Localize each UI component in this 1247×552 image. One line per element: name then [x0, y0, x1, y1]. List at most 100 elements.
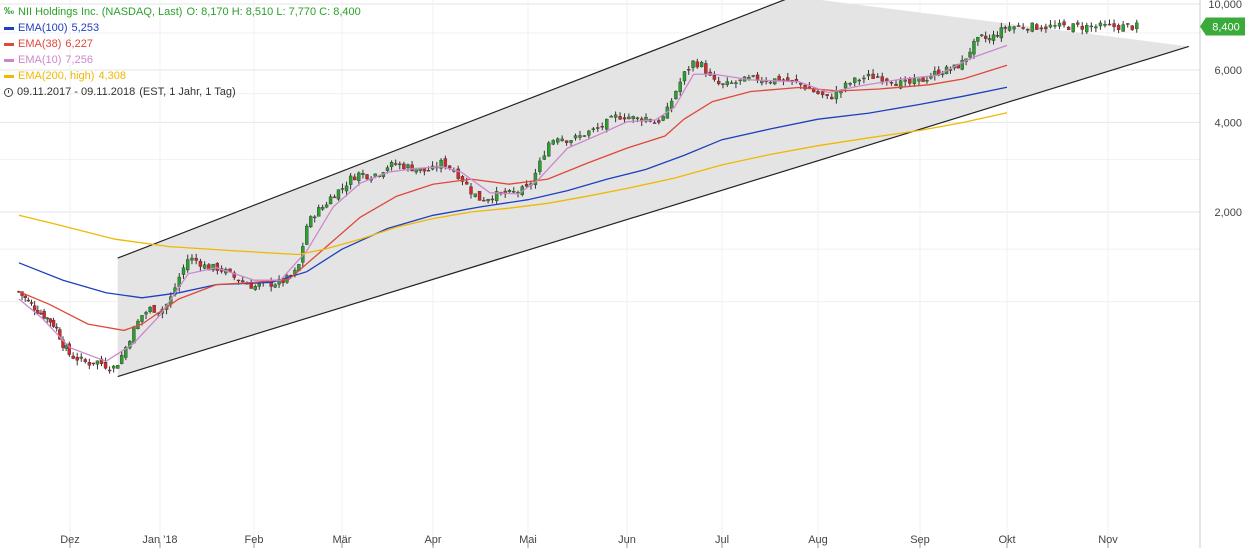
candle-140 — [582, 135, 587, 137]
ema100-value: 5,253 — [71, 22, 100, 34]
candle-body-173 — [725, 81, 729, 85]
candle-129 — [533, 168, 538, 189]
candle-body-187 — [786, 77, 790, 82]
candle-252 — [1066, 26, 1071, 31]
candle-body-240 — [1012, 26, 1016, 30]
ema10-value: 7,256 — [65, 54, 93, 66]
candle-body-127 — [524, 183, 529, 187]
candle-body-215 — [912, 78, 917, 84]
candle-18 — [75, 352, 79, 366]
candle-21 — [87, 358, 92, 370]
ema38-value: 6,227 — [65, 38, 93, 50]
candle-body-185 — [777, 76, 781, 81]
candle-body-229 — [968, 51, 972, 58]
candle-body-84 — [344, 185, 349, 192]
candle-101 — [414, 169, 418, 175]
candle-86 — [353, 173, 357, 181]
candle-body-86 — [353, 176, 357, 181]
candle-154 — [644, 113, 648, 124]
candle-body-9 — [45, 317, 49, 320]
candle-body-242 — [1021, 27, 1025, 29]
candle-body-261 — [1107, 23, 1112, 26]
candle-body-165 — [691, 60, 695, 68]
candle-195 — [820, 91, 825, 99]
candle-255 — [1080, 22, 1084, 35]
candle-89 — [365, 173, 369, 181]
candle-body-260 — [1103, 24, 1107, 26]
candle-body-131 — [542, 155, 547, 160]
candle-body-146 — [609, 116, 613, 118]
x-tick-label-9: Sep — [910, 534, 930, 546]
candle-179 — [751, 74, 755, 78]
candle-body-87 — [357, 172, 361, 181]
candle-body-52 — [215, 263, 220, 271]
candle-body-166 — [695, 61, 699, 68]
candle-109 — [447, 165, 452, 171]
candle-body-117 — [482, 199, 486, 202]
candle-173 — [725, 77, 729, 87]
candle-body-191 — [803, 85, 807, 90]
candle-body-150 — [627, 116, 631, 120]
candle-body-30 — [124, 347, 128, 358]
candle-16 — [67, 341, 72, 357]
candle-body-232 — [980, 34, 984, 37]
candle-251 — [1062, 19, 1066, 28]
candle-body-194 — [816, 90, 820, 94]
candle-body-222 — [940, 73, 945, 75]
candle-165 — [691, 59, 695, 72]
candle-82 — [336, 189, 341, 201]
candle-body-170 — [712, 75, 717, 80]
candle-body-208 — [880, 76, 884, 82]
candle-body-51 — [211, 263, 215, 271]
candle-body-100 — [410, 164, 414, 172]
candle-body-12 — [55, 326, 59, 329]
candle-body-237 — [999, 27, 1004, 39]
last-price-tag: 8,400 — [1200, 17, 1245, 36]
candle-77 — [316, 204, 321, 217]
candle-body-255 — [1080, 25, 1084, 30]
candle-149 — [622, 113, 627, 124]
candle-247 — [1044, 23, 1048, 33]
candle-body-108 — [443, 158, 448, 167]
candle-body-248 — [1048, 24, 1053, 28]
candle-138 — [573, 133, 578, 141]
candle-body-76 — [313, 216, 317, 219]
candle-19 — [79, 353, 83, 362]
candle-139 — [578, 130, 582, 141]
candle-body-140 — [582, 135, 587, 137]
x-tick-label-6: Jun — [618, 534, 636, 546]
candle-body-48 — [198, 260, 203, 267]
candle-body-249 — [1053, 25, 1057, 27]
candle-body-158 — [661, 115, 665, 121]
candle-body-45 — [186, 259, 190, 271]
candle-95 — [389, 160, 394, 171]
candle-96 — [393, 159, 398, 166]
candle-body-124 — [512, 191, 516, 193]
candle-body-85 — [348, 175, 353, 185]
candle-body-233 — [983, 35, 988, 39]
candle-163 — [682, 70, 687, 85]
candle-body-32 — [132, 326, 136, 344]
candle-body-78 — [320, 207, 325, 210]
candle-body-55 — [228, 268, 232, 272]
candle-245 — [1035, 22, 1039, 30]
candle-body-88 — [361, 173, 365, 175]
candle-262 — [1112, 19, 1116, 32]
last-price-label: 8,400 — [1212, 22, 1240, 34]
candle-body-104 — [426, 169, 431, 172]
candle-body-7 — [39, 312, 43, 315]
candle-body-66 — [273, 284, 277, 288]
candle-body-183 — [768, 81, 773, 84]
ema10-label: EMA(10) — [18, 54, 62, 66]
ema200-value: 4,308 — [98, 70, 126, 82]
candle-body-34 — [140, 315, 144, 322]
candle-76 — [313, 215, 317, 223]
candle-79 — [324, 201, 329, 209]
candle-body-120 — [494, 191, 499, 201]
clock-icon — [4, 87, 13, 97]
candle-201 — [848, 82, 852, 87]
candle-body-61 — [253, 286, 258, 290]
candle-body-235 — [991, 34, 996, 41]
candle-body-201 — [848, 83, 852, 85]
candle-body-172 — [721, 83, 725, 85]
